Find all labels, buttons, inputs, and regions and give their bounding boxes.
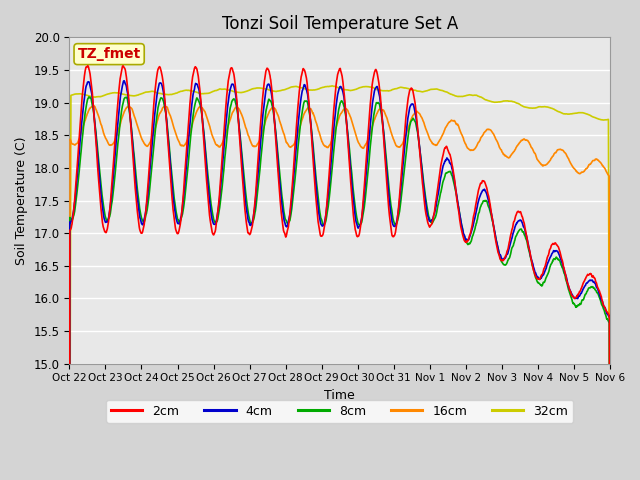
Line: 8cm: 8cm [69, 97, 610, 480]
2cm [246, 230, 254, 236]
Title: Tonzi Soil Temperature Set A: Tonzi Soil Temperature Set A [221, 15, 458, 33]
4cm [246, 223, 254, 228]
Y-axis label: Soil Temperature (C): Soil Temperature (C) [15, 136, 28, 265]
8cm [542, 275, 550, 281]
16cm [542, 162, 550, 168]
8cm [246, 220, 254, 226]
8cm [495, 247, 502, 252]
X-axis label: Time: Time [324, 389, 355, 402]
2cm [173, 230, 180, 236]
2cm [495, 250, 502, 256]
16cm [424, 131, 431, 136]
4cm [120, 78, 128, 84]
8cm [424, 208, 431, 214]
2cm [424, 220, 431, 226]
32cm [246, 87, 254, 93]
Legend: 2cm, 4cm, 8cm, 16cm, 32cm: 2cm, 4cm, 8cm, 16cm, 32cm [106, 400, 573, 423]
32cm [328, 83, 336, 89]
Line: 4cm: 4cm [69, 81, 610, 480]
8cm [186, 141, 194, 147]
16cm [186, 130, 194, 135]
Line: 32cm: 32cm [69, 86, 610, 480]
2cm [84, 63, 92, 69]
32cm [424, 88, 431, 94]
Line: 2cm: 2cm [69, 66, 610, 480]
Line: 16cm: 16cm [69, 106, 610, 480]
4cm [186, 120, 194, 125]
16cm [173, 134, 180, 140]
32cm [542, 104, 550, 110]
16cm [495, 141, 502, 147]
4cm [495, 247, 502, 253]
16cm [90, 103, 97, 108]
4cm [542, 265, 550, 271]
4cm [424, 213, 431, 219]
2cm [186, 100, 194, 106]
32cm [173, 90, 180, 96]
8cm [85, 94, 93, 100]
16cm [246, 138, 254, 144]
2cm [542, 260, 550, 266]
32cm [495, 99, 502, 105]
4cm [173, 218, 180, 224]
Text: TZ_fmet: TZ_fmet [77, 47, 141, 61]
32cm [186, 88, 193, 94]
8cm [173, 213, 180, 218]
